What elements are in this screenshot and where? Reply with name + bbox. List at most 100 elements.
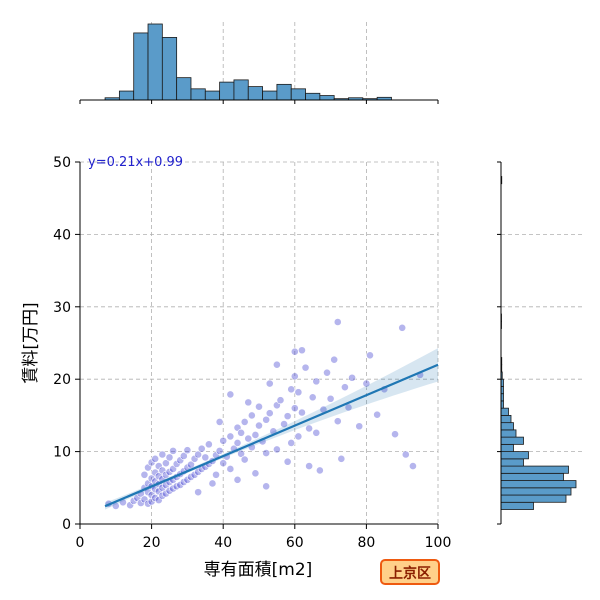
scatter-point-42: [165, 453, 174, 462]
top-hist-bar-8: [219, 81, 235, 101]
scatter-point-140: [208, 479, 217, 488]
right-hist-bar-13: [500, 407, 509, 416]
right-hist-bar-11: [500, 422, 514, 431]
scatter-point-46: [169, 446, 177, 455]
right-hist-bar-9: [500, 436, 524, 445]
x-tick-label-4: 80: [357, 535, 375, 551]
equation-annotation: y=0.21x+0.99: [88, 155, 183, 170]
top-hist-bar-13: [290, 88, 306, 101]
scatter-point-78: [226, 432, 235, 441]
scatter-point-108: [294, 432, 303, 441]
top-hist-bar-14: [305, 92, 321, 101]
y-tick-label-4: 40: [53, 227, 71, 243]
y-tick-label-2: 20: [53, 372, 71, 388]
scatter-point-118: [326, 394, 335, 403]
scatter-point-109: [294, 388, 303, 397]
scatter-point-119: [330, 355, 339, 364]
scatter-point-92: [255, 402, 263, 411]
right-hist-bar-3: [500, 480, 577, 489]
regression-line: [104, 363, 439, 508]
scatter-point-85: [240, 418, 249, 426]
scatter-point-126: [362, 379, 371, 388]
scatter-point-55: [179, 452, 188, 460]
top-hist-bar-6: [190, 88, 206, 101]
scatter-point-149: [226, 390, 235, 399]
scatter-point-95: [262, 449, 271, 457]
x-tick-label-1: 20: [143, 535, 161, 551]
scatter-point-66: [197, 444, 206, 453]
scatter-point-117: [323, 368, 331, 377]
x-tick-label-0: 0: [76, 535, 85, 551]
scatter-point-24: [151, 454, 160, 463]
right-hist-bar-2: [500, 487, 572, 496]
scatter-point-113: [308, 393, 317, 402]
scatter-point-111: [301, 363, 310, 372]
scatter-point-137: [315, 466, 324, 475]
scatter-point-64: [194, 450, 203, 459]
scatter-point-104: [287, 385, 296, 394]
scatter-point-148: [298, 346, 306, 355]
scatter-point-122: [341, 383, 349, 392]
top-hist-bar-9: [233, 79, 249, 101]
scatter-point-100: [276, 396, 285, 405]
scatter-point-38: [162, 459, 170, 468]
scatter-point-147: [265, 379, 274, 388]
scatter-point-106: [290, 372, 299, 381]
main-axes: 0 20 40 60 80 100 0 10 20 30 40 50: [53, 155, 451, 551]
scatter-point-81: [233, 439, 242, 447]
scatter-point-142: [251, 469, 260, 478]
scatter-point-114: [312, 377, 321, 386]
right-marginal-histogram: [497, 161, 582, 525]
ward-badge: 上京区: [380, 559, 440, 585]
right-hist-bar-10: [500, 429, 517, 438]
scatter-point-83: [237, 449, 245, 458]
scatter-point-87: [244, 434, 253, 443]
scatter-point-75: [219, 459, 228, 468]
scatter-points: [104, 318, 424, 510]
top-hist-bar-15: [319, 95, 335, 101]
scatter-point-120: [333, 417, 342, 426]
scatter-point-128: [373, 410, 382, 419]
scatter-point-91: [255, 421, 263, 430]
top-hist-bar-12: [276, 83, 292, 101]
scatter-point-145: [215, 418, 224, 426]
scatter-point-121: [333, 318, 342, 326]
main-grid: [80, 161, 439, 524]
scatter-point-79: [226, 465, 235, 473]
scatter-point-125: [355, 422, 364, 431]
scatter-point-141: [233, 475, 242, 484]
scatter-point-84: [237, 428, 245, 437]
scatter-point-103: [287, 439, 296, 447]
scatter-point-58: [183, 446, 192, 455]
top-hist-bar-10: [247, 86, 263, 101]
scatter-point-107: [290, 347, 299, 356]
top-hist-bar-3: [147, 23, 163, 101]
scatter-point-144: [283, 457, 292, 466]
x-tick-label-2: 40: [214, 535, 232, 551]
right-hist-bar-7: [500, 451, 529, 460]
y-tick-label-0: 0: [62, 517, 71, 533]
top-hist-bar-5: [176, 77, 192, 101]
scatter-point-90: [251, 431, 260, 439]
scatter-point-101: [280, 420, 288, 428]
top-hist-bar-7: [204, 90, 221, 101]
scatter-point-143: [262, 482, 271, 491]
scatter-point-99: [272, 445, 281, 454]
scatter-point-112: [305, 424, 314, 433]
scatter-point-70: [204, 440, 213, 449]
scatter-point-96: [265, 409, 274, 418]
top-marginal-histogram: [79, 22, 439, 104]
scatter-point-76: [219, 436, 228, 445]
top-hist-bar-1: [118, 90, 135, 101]
y-tick-label-1: 10: [53, 445, 71, 461]
scatter-point-139: [194, 488, 203, 497]
top-hist-bar-2: [133, 32, 149, 101]
y-tick-label-5: 50: [53, 155, 71, 171]
right-hist-bar-12: [500, 414, 512, 424]
scatter-point-60: [187, 460, 195, 469]
scatter-point-131: [398, 323, 407, 332]
scatter-point-136: [305, 462, 314, 470]
scatter-point-138: [337, 454, 346, 463]
x-tick-label-5: 100: [425, 535, 452, 551]
